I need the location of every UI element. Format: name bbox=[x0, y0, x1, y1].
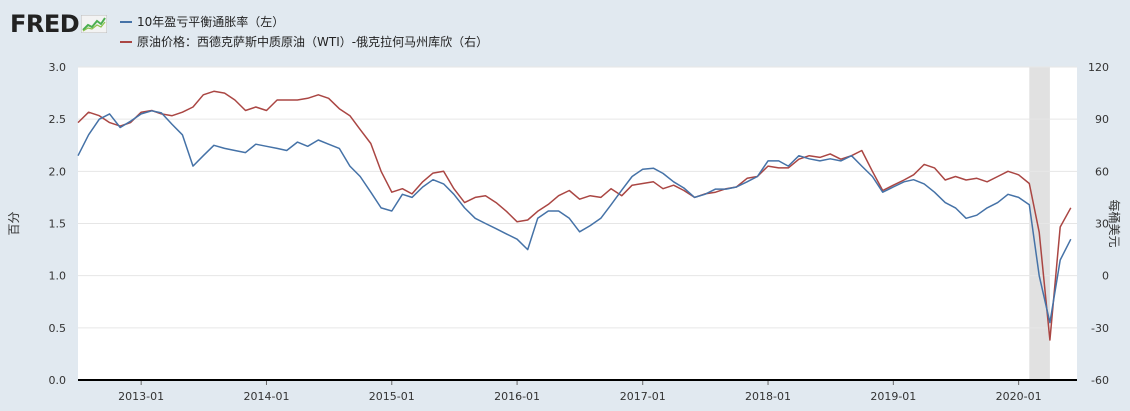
legend-item-breakeven[interactable]: 10年盈亏平衡通胀率（左） bbox=[120, 12, 488, 32]
xtick-label: 2019-01 bbox=[870, 390, 916, 403]
xtick-label: 2017-01 bbox=[620, 390, 666, 403]
ytick-right-label: 60 bbox=[1095, 165, 1109, 178]
ytick-left-label: 1.0 bbox=[49, 270, 67, 283]
ytick-right-label: 30 bbox=[1095, 218, 1109, 231]
ytick-right-label: 0 bbox=[1102, 270, 1109, 283]
legend-swatch-red bbox=[120, 41, 132, 43]
xtick-label: 2018-01 bbox=[745, 390, 791, 403]
ytick-left-label: 0.5 bbox=[49, 322, 67, 335]
ytick-right-label: 120 bbox=[1088, 61, 1109, 74]
ytick-left-label: 1.5 bbox=[49, 218, 67, 231]
series-line-breakeven bbox=[77, 110, 1072, 324]
legend-label-wti: 原油价格：西德克萨斯中质原油（WTI）-俄克拉何马州库欣（右） bbox=[137, 35, 489, 49]
xtick-label: 2014-01 bbox=[243, 390, 289, 403]
ytick-left-label: 2.0 bbox=[49, 165, 67, 178]
legend-swatch-blue bbox=[120, 21, 132, 23]
legend-label-breakeven: 10年盈亏平衡通胀率（左） bbox=[137, 15, 285, 29]
xtick-label: 2013-01 bbox=[118, 390, 164, 403]
ytick-right-label: 90 bbox=[1095, 113, 1109, 126]
series-line-wti bbox=[77, 90, 1072, 341]
legend: 10年盈亏平衡通胀率（左） 原油价格：西德克萨斯中质原油（WTI）-俄克拉何马州… bbox=[120, 12, 488, 52]
ytick-right-label: -60 bbox=[1091, 374, 1109, 387]
ytick-right-label: -30 bbox=[1091, 322, 1109, 335]
ylabel-left: 百分 bbox=[7, 211, 21, 235]
ytick-left-label: 3.0 bbox=[49, 61, 67, 74]
logo-wordmark: FRED bbox=[10, 10, 80, 38]
ylabel-right: 每桶美元 bbox=[1107, 199, 1122, 247]
chart-logo-icon bbox=[81, 15, 108, 33]
xtick-label: 2020-01 bbox=[996, 390, 1042, 403]
xtick-label: 2015-01 bbox=[369, 390, 415, 403]
legend-item-wti[interactable]: 原油价格：西德克萨斯中质原油（WTI）-俄克拉何马州库欣（右） bbox=[120, 32, 488, 52]
ytick-left-label: 0.0 bbox=[49, 374, 67, 387]
ytick-left-label: 2.5 bbox=[49, 113, 67, 126]
fred-logo[interactable]: FRED bbox=[10, 10, 108, 38]
xtick-label: 2016-01 bbox=[494, 390, 540, 403]
